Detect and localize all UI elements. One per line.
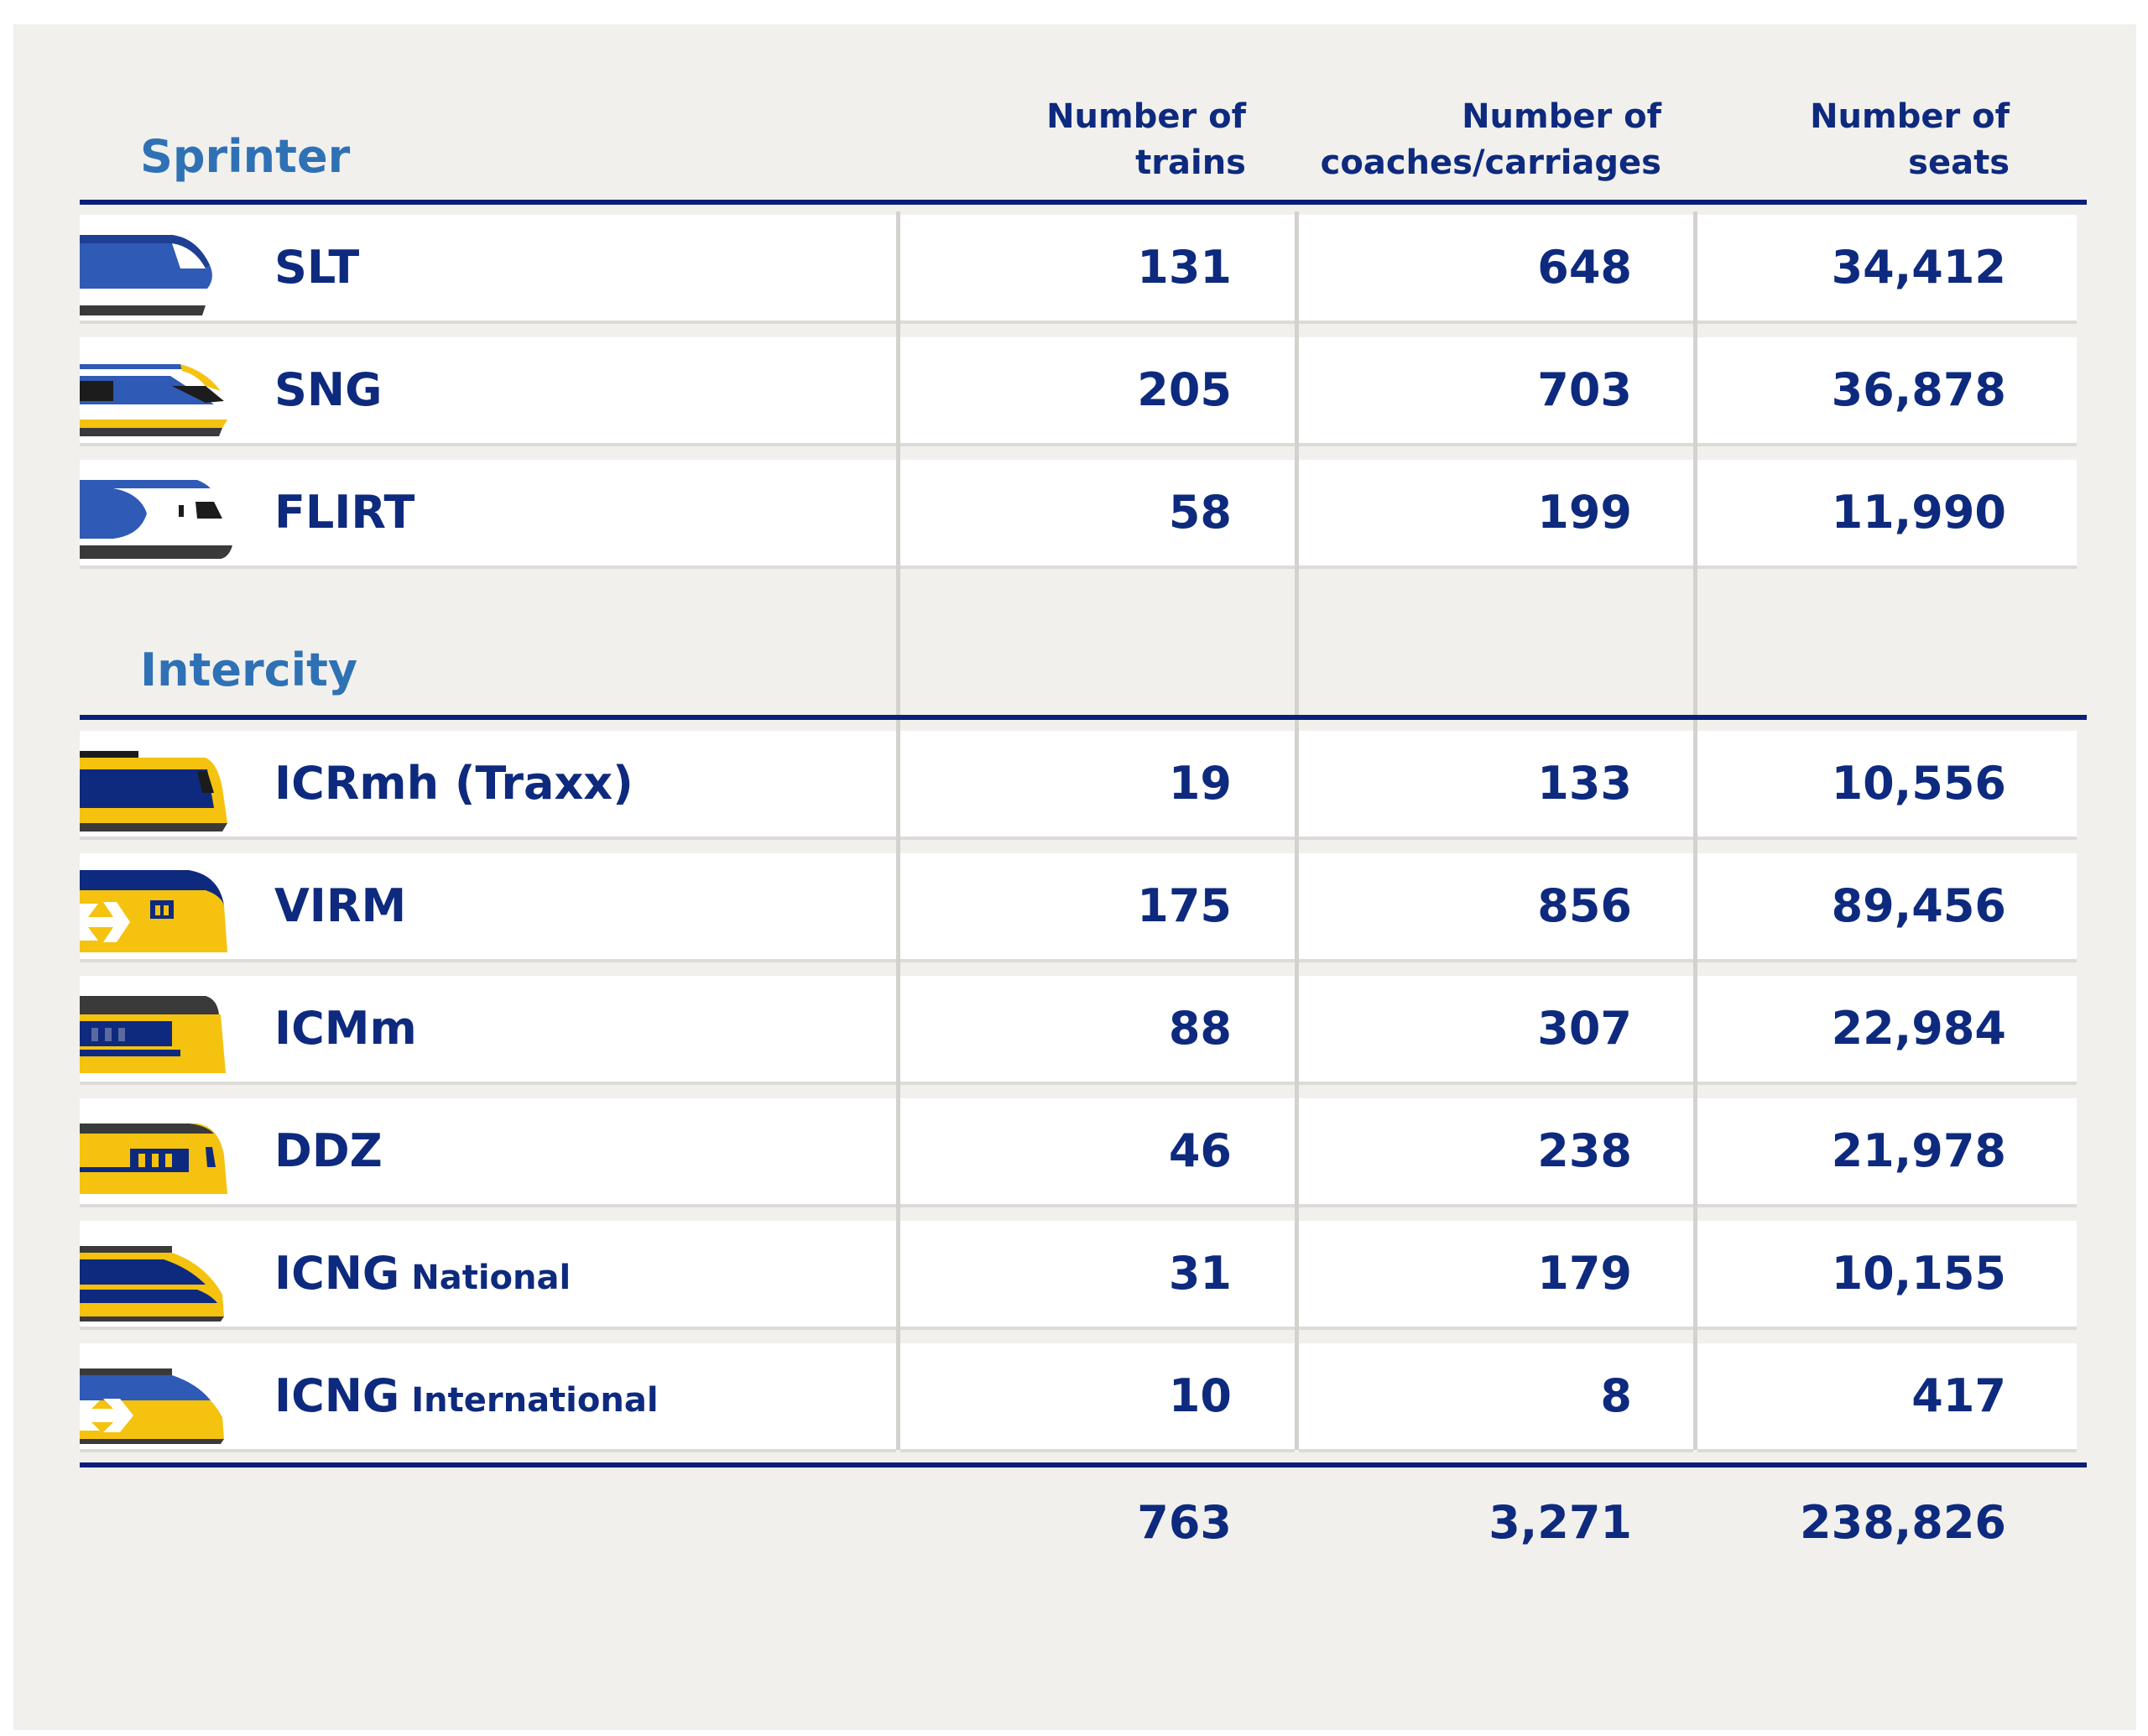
- total-trains: 763: [1137, 1496, 1232, 1549]
- row-cell: [1697, 976, 2077, 1082]
- row-cell: [1697, 731, 2077, 837]
- row-cell: [1697, 1221, 2077, 1327]
- header-rule: [80, 200, 2087, 205]
- row-cell: [1697, 460, 2077, 566]
- virm-train-icon: [80, 870, 227, 952]
- intercity-header-rule: [80, 715, 2087, 720]
- row-cell: [1299, 1098, 1693, 1204]
- train-name: DDZ: [274, 1124, 383, 1177]
- coaches-value: 199: [1537, 486, 1632, 539]
- column-divider: [1693, 211, 1697, 1450]
- row-cell: [1299, 1221, 1693, 1327]
- row-cell: [1299, 1343, 1693, 1449]
- row-cell: [1697, 1343, 2077, 1449]
- train-name: VIRM: [274, 879, 407, 932]
- table-row-sng: SNG 205 703 36,878: [80, 337, 2077, 443]
- total-coaches: 3,271: [1488, 1496, 1632, 1549]
- table-row-flirt: FLIRT 58 199 11,990: [80, 460, 2077, 566]
- seats-value: 89,456: [1831, 879, 2006, 932]
- icrmh-train-icon: [80, 751, 227, 832]
- row-cell: [900, 337, 1295, 443]
- row-cell: [1697, 1098, 2077, 1204]
- trains-value: 58: [1168, 486, 1232, 539]
- icng-national-train-icon: [80, 1246, 224, 1322]
- train-name: ICMm: [274, 1002, 417, 1055]
- train-name: SNG: [274, 363, 383, 416]
- row-cell: [1299, 337, 1693, 443]
- slt-train-icon: [80, 235, 212, 315]
- train-name: ICRmh (Traxx): [274, 757, 633, 810]
- row-cell: [1299, 460, 1693, 566]
- table-row-icmm: ICMm 88 307 22,984: [80, 976, 2077, 1082]
- row-cell: [900, 1343, 1295, 1449]
- seats-value: 10,155: [1831, 1247, 2006, 1300]
- sng-train-icon: [80, 364, 227, 436]
- row-cell: [1697, 215, 2077, 321]
- trains-value: 205: [1137, 363, 1232, 416]
- coaches-value: 307: [1537, 1002, 1632, 1055]
- row-cell: [1697, 853, 2077, 959]
- totals-rule: [80, 1462, 2087, 1468]
- seats-value: 11,990: [1831, 486, 2006, 539]
- seats-value: 10,556: [1831, 757, 2006, 810]
- coaches-value: 238: [1537, 1124, 1632, 1177]
- trains-value: 10: [1168, 1369, 1232, 1422]
- trains-value: 88: [1168, 1002, 1232, 1055]
- trains-value: 131: [1137, 241, 1232, 294]
- trains-value: 46: [1168, 1124, 1232, 1177]
- ddz-train-icon: [80, 1123, 227, 1194]
- column-header-trains: Number of trains: [1046, 97, 1246, 182]
- icmm-train-icon: [80, 996, 226, 1073]
- row-cell: [1299, 731, 1693, 837]
- coaches-value: 648: [1537, 241, 1632, 294]
- seats-value: 36,878: [1831, 363, 2006, 416]
- row-cell: [1299, 976, 1693, 1082]
- row-cell: [900, 215, 1295, 321]
- trains-value: 31: [1168, 1247, 1232, 1300]
- row-cell: [900, 853, 1295, 959]
- icng-international-train-icon: [80, 1368, 224, 1444]
- coaches-value: 856: [1537, 879, 1632, 932]
- row-cell: [1299, 853, 1693, 959]
- train-name: FLIRT: [274, 486, 415, 539]
- table-row-virm: VIRM 175 856 89,456: [80, 853, 2077, 959]
- coaches-value: 8: [1600, 1369, 1632, 1422]
- row-cell: [900, 1221, 1295, 1327]
- table-row-icng-national: ICNG National 31 179 10,155: [80, 1221, 2077, 1327]
- row-cell: [900, 731, 1295, 837]
- section-title-sprinter: Sprinter: [140, 130, 351, 183]
- row-cell: [80, 215, 896, 321]
- coaches-value: 703: [1537, 363, 1632, 416]
- totals-row: 763 3,271 238,826: [80, 1494, 2077, 1552]
- seats-value: 22,984: [1831, 1002, 2006, 1055]
- column-divider: [896, 211, 900, 1450]
- train-name: ICNG International: [274, 1369, 659, 1422]
- trains-value: 175: [1137, 879, 1232, 932]
- table-row-slt: SLT 131 648 34,412: [80, 215, 2077, 321]
- table-row-icng-international: ICNG International 10 8 417: [80, 1343, 2077, 1449]
- train-name: SLT: [274, 241, 360, 294]
- seats-value: 417: [1911, 1369, 2006, 1422]
- coaches-value: 133: [1537, 757, 1632, 810]
- table-row-ddz: DDZ 46 238 21,978: [80, 1098, 2077, 1204]
- coaches-value: 179: [1537, 1247, 1632, 1300]
- train-name: ICNG National: [274, 1247, 571, 1300]
- row-cell: [900, 976, 1295, 1082]
- total-seats: 238,826: [1800, 1496, 2006, 1549]
- column-header-coaches: Number of coaches/carriages: [1320, 97, 1661, 182]
- row-cell: [1697, 337, 2077, 443]
- row-cell: [900, 1098, 1295, 1204]
- column-divider: [1295, 211, 1299, 1450]
- table-row-icrmh: ICRmh (Traxx) 19 133 10,556: [80, 731, 2077, 837]
- column-header-seats: Number of seats: [1810, 97, 2010, 182]
- seats-value: 21,978: [1831, 1124, 2006, 1177]
- seats-value: 34,412: [1831, 241, 2006, 294]
- row-cell: [1299, 215, 1693, 321]
- trains-value: 19: [1168, 757, 1232, 810]
- row-cell: [900, 460, 1295, 566]
- section-title-intercity: Intercity: [140, 644, 358, 696]
- flirt-train-icon: [80, 480, 232, 559]
